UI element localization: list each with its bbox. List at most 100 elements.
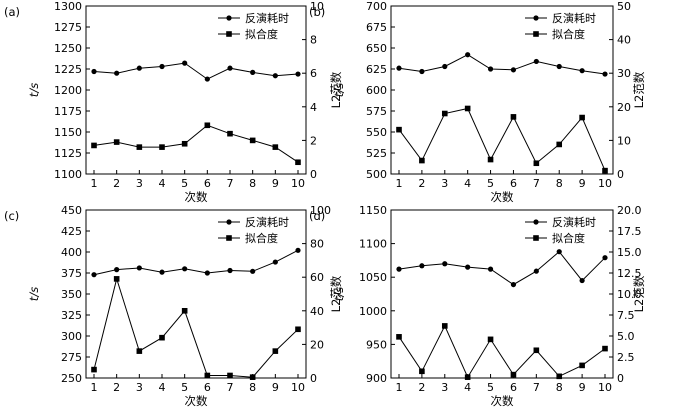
y-tick-label: 350 (61, 288, 82, 301)
chart-panel-0: (a)1100112511501175120012251250127513000… (4, 0, 343, 204)
x-tick-label: 3 (441, 177, 448, 190)
series-line-0 (93, 249, 299, 276)
data-point-0 (182, 60, 188, 66)
y-tick-label: 375 (61, 267, 82, 280)
data-point-1 (556, 373, 563, 380)
data-point-1 (419, 368, 425, 375)
data-point-0 (533, 268, 539, 274)
legend-marker-0 (533, 15, 539, 21)
y-tick-label: 650 (366, 42, 387, 55)
y-tick-label: 1050 (359, 271, 387, 284)
y2-tick-label: 15.0 (617, 246, 642, 259)
x-tick-label: 8 (556, 381, 563, 394)
y2-axis-label: L2范数 (632, 71, 646, 108)
y-tick-label: 1175 (54, 105, 82, 118)
y-tick-label: 1150 (54, 126, 82, 139)
data-point-0 (272, 73, 278, 79)
data-point-1 (91, 366, 97, 373)
x-tick-label: 4 (159, 177, 166, 190)
data-point-0 (556, 249, 562, 255)
y-tick-label: 1125 (54, 147, 82, 160)
data-point-0 (250, 268, 256, 274)
y-tick-label: 700 (366, 0, 387, 13)
data-point-1 (396, 126, 402, 133)
data-point-1 (533, 347, 540, 354)
data-point-0 (442, 261, 448, 267)
data-point-1 (159, 144, 165, 150)
y2-tick-label: 0 (310, 372, 317, 385)
data-point-1 (113, 276, 120, 282)
y-tick-label: 1150 (359, 204, 387, 217)
y-tick-label: 575 (366, 105, 387, 118)
x-tick-label: 4 (464, 177, 471, 190)
data-point-1 (464, 105, 471, 112)
data-point-1 (396, 334, 402, 340)
data-point-1 (602, 345, 608, 352)
data-point-0 (396, 266, 402, 272)
y2-tick-label: 10 (310, 0, 324, 13)
legend-marker-1 (226, 235, 232, 241)
data-point-1 (464, 374, 471, 380)
data-point-1 (533, 160, 540, 167)
x-tick-label: 6 (510, 177, 517, 190)
y-axis-label: t/s (27, 83, 41, 97)
data-point-0 (510, 67, 517, 73)
x-tick-label: 5 (181, 177, 188, 190)
y-tick-label: 450 (61, 204, 82, 217)
x-tick-label: 10 (291, 177, 305, 190)
data-point-0 (182, 266, 188, 272)
x-tick-label: 1 (396, 381, 403, 394)
series-line-0 (398, 54, 606, 75)
x-tick-label: 1 (91, 177, 98, 190)
data-point-0 (510, 281, 517, 288)
y2-axis-label: L2范数 (632, 275, 646, 312)
data-point-1 (510, 371, 517, 378)
data-point-0 (114, 70, 120, 76)
y2-tick-label: 20 (617, 101, 631, 114)
data-point-0 (602, 255, 608, 261)
y2-tick-label: 40 (617, 34, 631, 47)
y-tick-label: 250 (61, 372, 82, 385)
x-tick-label: 3 (136, 177, 143, 190)
y2-tick-label: 4 (310, 101, 317, 114)
data-point-0 (295, 247, 301, 253)
y2-tick-label: 30 (617, 67, 631, 80)
legend-marker-1 (226, 31, 232, 37)
data-point-0 (91, 272, 97, 278)
y2-tick-label: 2 (310, 134, 317, 147)
data-point-0 (295, 71, 301, 77)
x-tick-label: 5 (487, 177, 494, 190)
data-point-1 (272, 348, 279, 354)
y2-tick-label: 12.5 (617, 267, 642, 280)
data-point-1 (487, 156, 494, 163)
legend-marker-1 (533, 235, 539, 241)
legend-label-1: 拟合度 (552, 231, 585, 245)
y-tick-label: 1275 (54, 21, 82, 34)
x-tick-label: 6 (204, 381, 211, 394)
x-tick-label: 6 (510, 381, 517, 394)
x-tick-label: 9 (272, 177, 279, 190)
data-point-1 (510, 114, 517, 120)
y-tick-label: 300 (61, 330, 82, 343)
x-tick-label: 9 (579, 177, 586, 190)
y2-tick-label: 2.5 (617, 351, 635, 364)
data-point-0 (114, 267, 120, 273)
data-point-0 (579, 68, 585, 74)
y2-tick-label: 0 (617, 372, 624, 385)
data-point-1 (579, 114, 585, 121)
x-tick-label: 10 (291, 381, 305, 394)
data-point-1 (295, 159, 301, 166)
data-point-0 (465, 264, 471, 270)
panel-label: (c) (4, 209, 19, 223)
y2-tick-label: 60 (310, 271, 324, 284)
x-tick-label: 1 (91, 381, 98, 394)
data-point-1 (227, 130, 233, 137)
y-axis-label: t/s (332, 287, 346, 301)
x-tick-label: 2 (418, 381, 425, 394)
x-tick-label: 7 (227, 177, 234, 190)
x-tick-label: 7 (227, 381, 234, 394)
series-line-0 (398, 250, 606, 286)
data-point-1 (181, 308, 188, 314)
data-point-0 (487, 66, 494, 72)
